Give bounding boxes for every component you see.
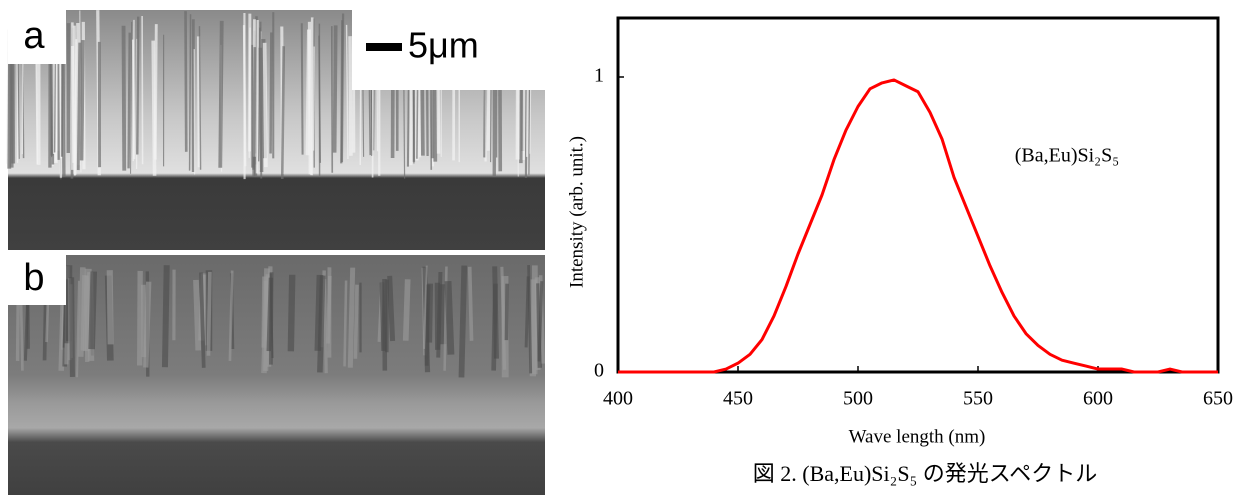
nanorod	[82, 40, 83, 160]
texture	[494, 284, 496, 371]
nanorod	[312, 17, 313, 175]
texture	[390, 276, 393, 341]
texture	[355, 285, 357, 359]
x-tick-label: 600	[1083, 388, 1113, 410]
texture	[146, 282, 149, 368]
nanorod	[63, 47, 64, 176]
caption: 図 2. (Ba,Eu)Si₂S₅ の発光スペクトル	[753, 461, 1097, 486]
nanorod	[314, 47, 315, 151]
texture	[110, 270, 111, 344]
panel-label: a	[23, 15, 45, 57]
scale-bar	[366, 43, 402, 51]
nanorod	[155, 24, 156, 160]
nanorod	[265, 43, 266, 167]
nanorod	[220, 21, 221, 168]
plot-frame	[618, 18, 1218, 372]
plot: 400 450 500 550 600 650 0 1	[594, 65, 1233, 410]
nanorod	[271, 32, 272, 153]
spectrum-line	[618, 80, 1218, 372]
annotation: (Ba,Eu)Si₂S₅	[1015, 145, 1120, 167]
texture	[506, 284, 507, 340]
texture	[350, 268, 352, 368]
texture	[291, 275, 292, 352]
texture	[72, 277, 73, 377]
y-axis-label: Intensity (arb. unit.)	[566, 136, 587, 288]
texture	[470, 267, 472, 341]
nanorod	[124, 26, 125, 171]
texture	[328, 276, 330, 344]
nanorod	[254, 47, 255, 170]
texture	[320, 276, 323, 373]
nanorod	[133, 20, 134, 161]
nanorod	[190, 14, 191, 170]
nanorod	[129, 33, 130, 169]
nanorod	[310, 22, 311, 174]
nanorod	[78, 43, 79, 170]
x-axis-label: Wave length (nm)	[849, 426, 986, 447]
texture	[266, 281, 267, 341]
x-tick-label: 500	[843, 388, 873, 410]
texture	[438, 272, 440, 358]
scale-bar-label: 5μm	[408, 25, 479, 66]
x-tick-label: 550	[963, 388, 993, 410]
nanorod	[335, 25, 336, 152]
panel-label: b	[23, 257, 44, 299]
texture	[345, 280, 347, 366]
texture	[196, 280, 198, 351]
texture	[92, 272, 94, 350]
x-tick-label: 400	[603, 388, 633, 410]
nanorod	[302, 23, 303, 154]
x-tick-label: 450	[723, 388, 753, 410]
texture	[208, 272, 209, 356]
texture	[165, 265, 167, 367]
nanorod	[257, 20, 258, 173]
texture	[382, 282, 384, 351]
nanorod	[260, 22, 261, 179]
nanorod	[72, 22, 73, 162]
texture	[448, 281, 451, 354]
y-tick-label: 1	[594, 65, 604, 87]
nanorod	[137, 17, 138, 155]
y-tick-label: 0	[594, 360, 604, 382]
texture	[461, 266, 464, 378]
nanorod	[282, 46, 283, 179]
nanorod	[341, 20, 342, 163]
nanorod	[186, 11, 187, 152]
x-tick-label: 650	[1203, 388, 1233, 410]
texture	[269, 278, 271, 351]
nanorod	[350, 36, 351, 156]
texture	[429, 284, 430, 343]
nanorod	[9, 49, 10, 169]
nanorod	[249, 28, 250, 158]
texture	[406, 279, 408, 340]
texture	[81, 267, 83, 357]
